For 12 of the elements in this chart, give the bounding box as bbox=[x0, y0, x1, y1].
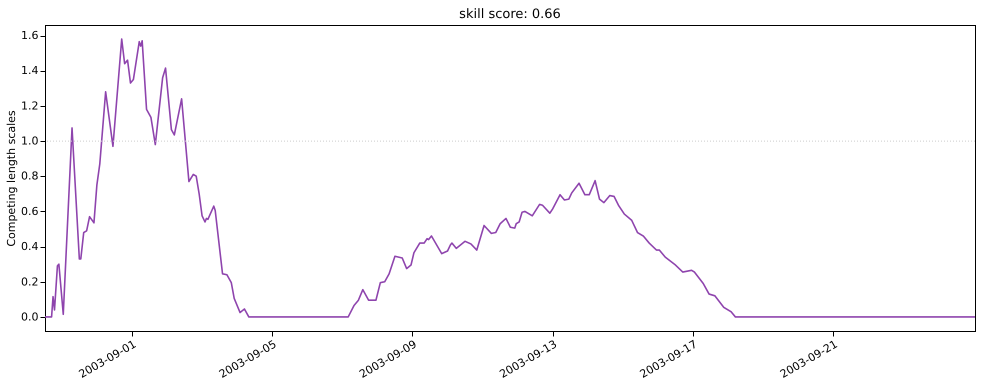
y-axis-title: Competing length scales bbox=[5, 110, 18, 247]
line-series bbox=[45, 38, 975, 318]
y-tick-label: 0.8 bbox=[21, 170, 38, 183]
y-tick-label: 1.0 bbox=[21, 134, 38, 148]
y-tick-label: 0.0 bbox=[21, 310, 38, 324]
y-tick-label: 1.6 bbox=[21, 29, 38, 42]
y-tick-label: 1.2 bbox=[21, 99, 38, 112]
chart-title: skill score: 0.66 bbox=[459, 7, 561, 22]
y-tick-label: 0.2 bbox=[21, 275, 38, 288]
y-tick-label: 0.6 bbox=[21, 204, 38, 218]
y-tick-label: 0.4 bbox=[21, 240, 38, 254]
y-tick-label: 1.4 bbox=[21, 64, 38, 78]
